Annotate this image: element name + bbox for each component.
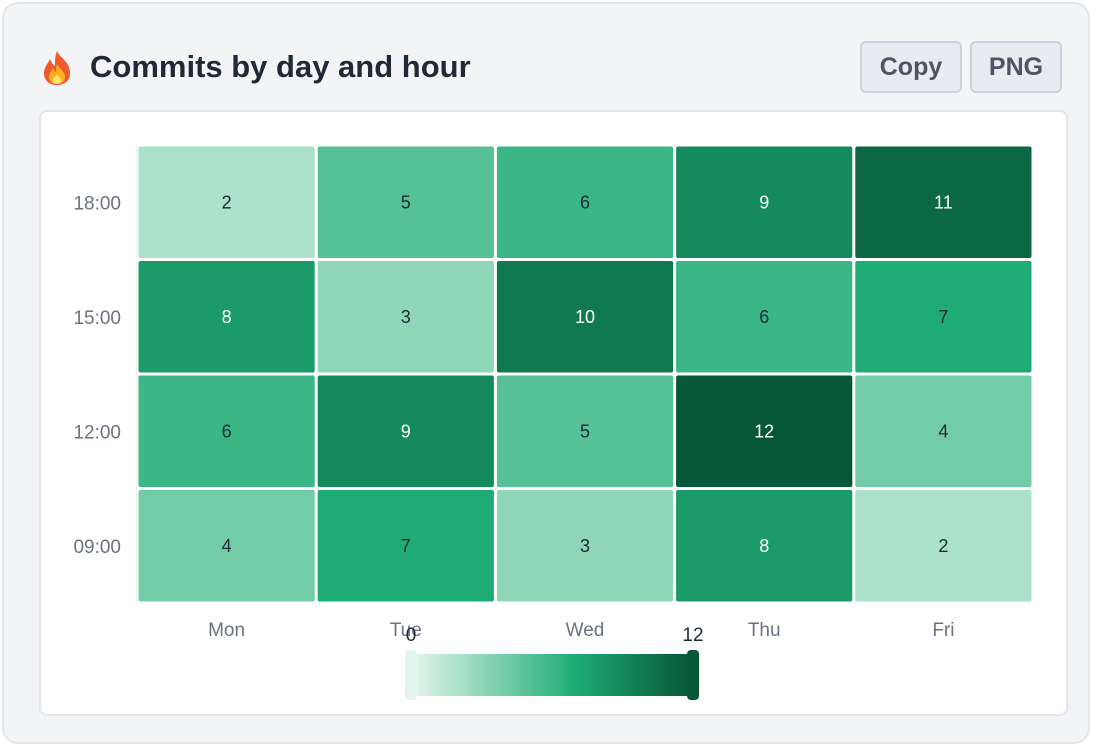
- heatmap-cell-fri-1800[interactable]: [855, 146, 1032, 259]
- cell-value-label: 4: [938, 421, 948, 441]
- color-scale-bar: [413, 654, 691, 696]
- cell-value-label: 6: [222, 421, 232, 441]
- copy-button[interactable]: Copy: [860, 41, 962, 93]
- cell-value-label: 11: [934, 192, 953, 212]
- cell-value-label: 9: [759, 192, 769, 212]
- x-tick-label: Fri: [932, 620, 954, 641]
- heatmap-cell-mon-0900[interactable]: [138, 490, 315, 602]
- cell-value-label: 5: [401, 192, 411, 212]
- cell-value-label: 8: [759, 536, 769, 556]
- cell-value-label: 6: [580, 192, 590, 212]
- heatmap-cell-mon-1500[interactable]: [138, 261, 315, 373]
- legend-max-handle[interactable]: [687, 650, 699, 700]
- cell-value-label: 3: [580, 536, 590, 556]
- heatmap-cell-tue-1200[interactable]: [317, 375, 494, 488]
- x-tick-label: Wed: [566, 620, 605, 641]
- heatmap-cell-tue-0900[interactable]: [317, 490, 494, 602]
- y-tick-label: 12:00: [73, 422, 121, 443]
- heatmap-cell-fri-0900[interactable]: [855, 490, 1032, 602]
- heatmap-cell-thu-1500[interactable]: [676, 261, 853, 373]
- cell-value-label: 7: [938, 307, 948, 327]
- y-tick-label: 18:00: [73, 193, 121, 214]
- cell-value-label: 8: [222, 307, 232, 327]
- y-tick-label: 15:00: [73, 308, 121, 329]
- fire-icon: [44, 51, 70, 85]
- heatmap-cell-wed-1800[interactable]: [496, 146, 674, 259]
- cell-value-label: 2: [222, 192, 232, 212]
- png-button[interactable]: PNG: [970, 41, 1062, 93]
- cell-value-label: 4: [222, 536, 232, 556]
- heatmap-cell-wed-1200[interactable]: [496, 375, 674, 488]
- heatmap-cell-wed-0900[interactable]: [496, 490, 674, 602]
- heatmap-cell-thu-1200[interactable]: [676, 375, 853, 488]
- heatmap-cell-wed-1500[interactable]: [496, 261, 674, 373]
- cell-value-label: 9: [401, 421, 411, 441]
- cell-value-label: 10: [575, 307, 595, 327]
- heatmap-cell-thu-0900[interactable]: [676, 490, 853, 602]
- heatmap-chart: 2 5 6 9 11 8 3 10 6 7 6 9 5 12 4 4 7 3 8 2 18:00 15:00 12:00 09…: [73, 145, 1032, 700]
- x-tick-label: Mon: [208, 620, 245, 641]
- heatmap-cell-tue-1500[interactable]: [317, 261, 494, 373]
- cell-value-label: 3: [401, 307, 411, 327]
- x-tick-label: Thu: [748, 620, 781, 641]
- heatmap-cell-fri-1500[interactable]: [855, 261, 1032, 373]
- legend-max-label: 12: [682, 625, 703, 646]
- cell-value-label: 12: [754, 421, 774, 441]
- heatmap-cell-thu-1800[interactable]: [676, 146, 853, 259]
- cell-value-label: 5: [580, 421, 590, 441]
- legend-min-label: 0: [406, 625, 417, 646]
- chart-panel: 2 5 6 9 11 8 3 10 6 7 6 9 5 12 4 4 7 3 8 2 18:00 15:00 12:00 09…: [39, 110, 1068, 716]
- cell-value-label: 2: [938, 536, 948, 556]
- heatmap-cell-fri-1200[interactable]: [855, 375, 1032, 488]
- legend-min-handle[interactable]: [405, 650, 417, 700]
- heatmap-cell-tue-1800[interactable]: [317, 146, 494, 259]
- chart-title: Commits by day and hour: [90, 49, 471, 84]
- cell-value-label: 7: [401, 536, 411, 556]
- x-tick-label: Tue: [390, 620, 422, 641]
- cell-value-label: 6: [759, 307, 769, 327]
- heatmap-cell-mon-1200[interactable]: [138, 375, 315, 488]
- y-tick-label: 09:00: [73, 537, 121, 558]
- heatmap-cell-mon-1800[interactable]: [138, 146, 315, 259]
